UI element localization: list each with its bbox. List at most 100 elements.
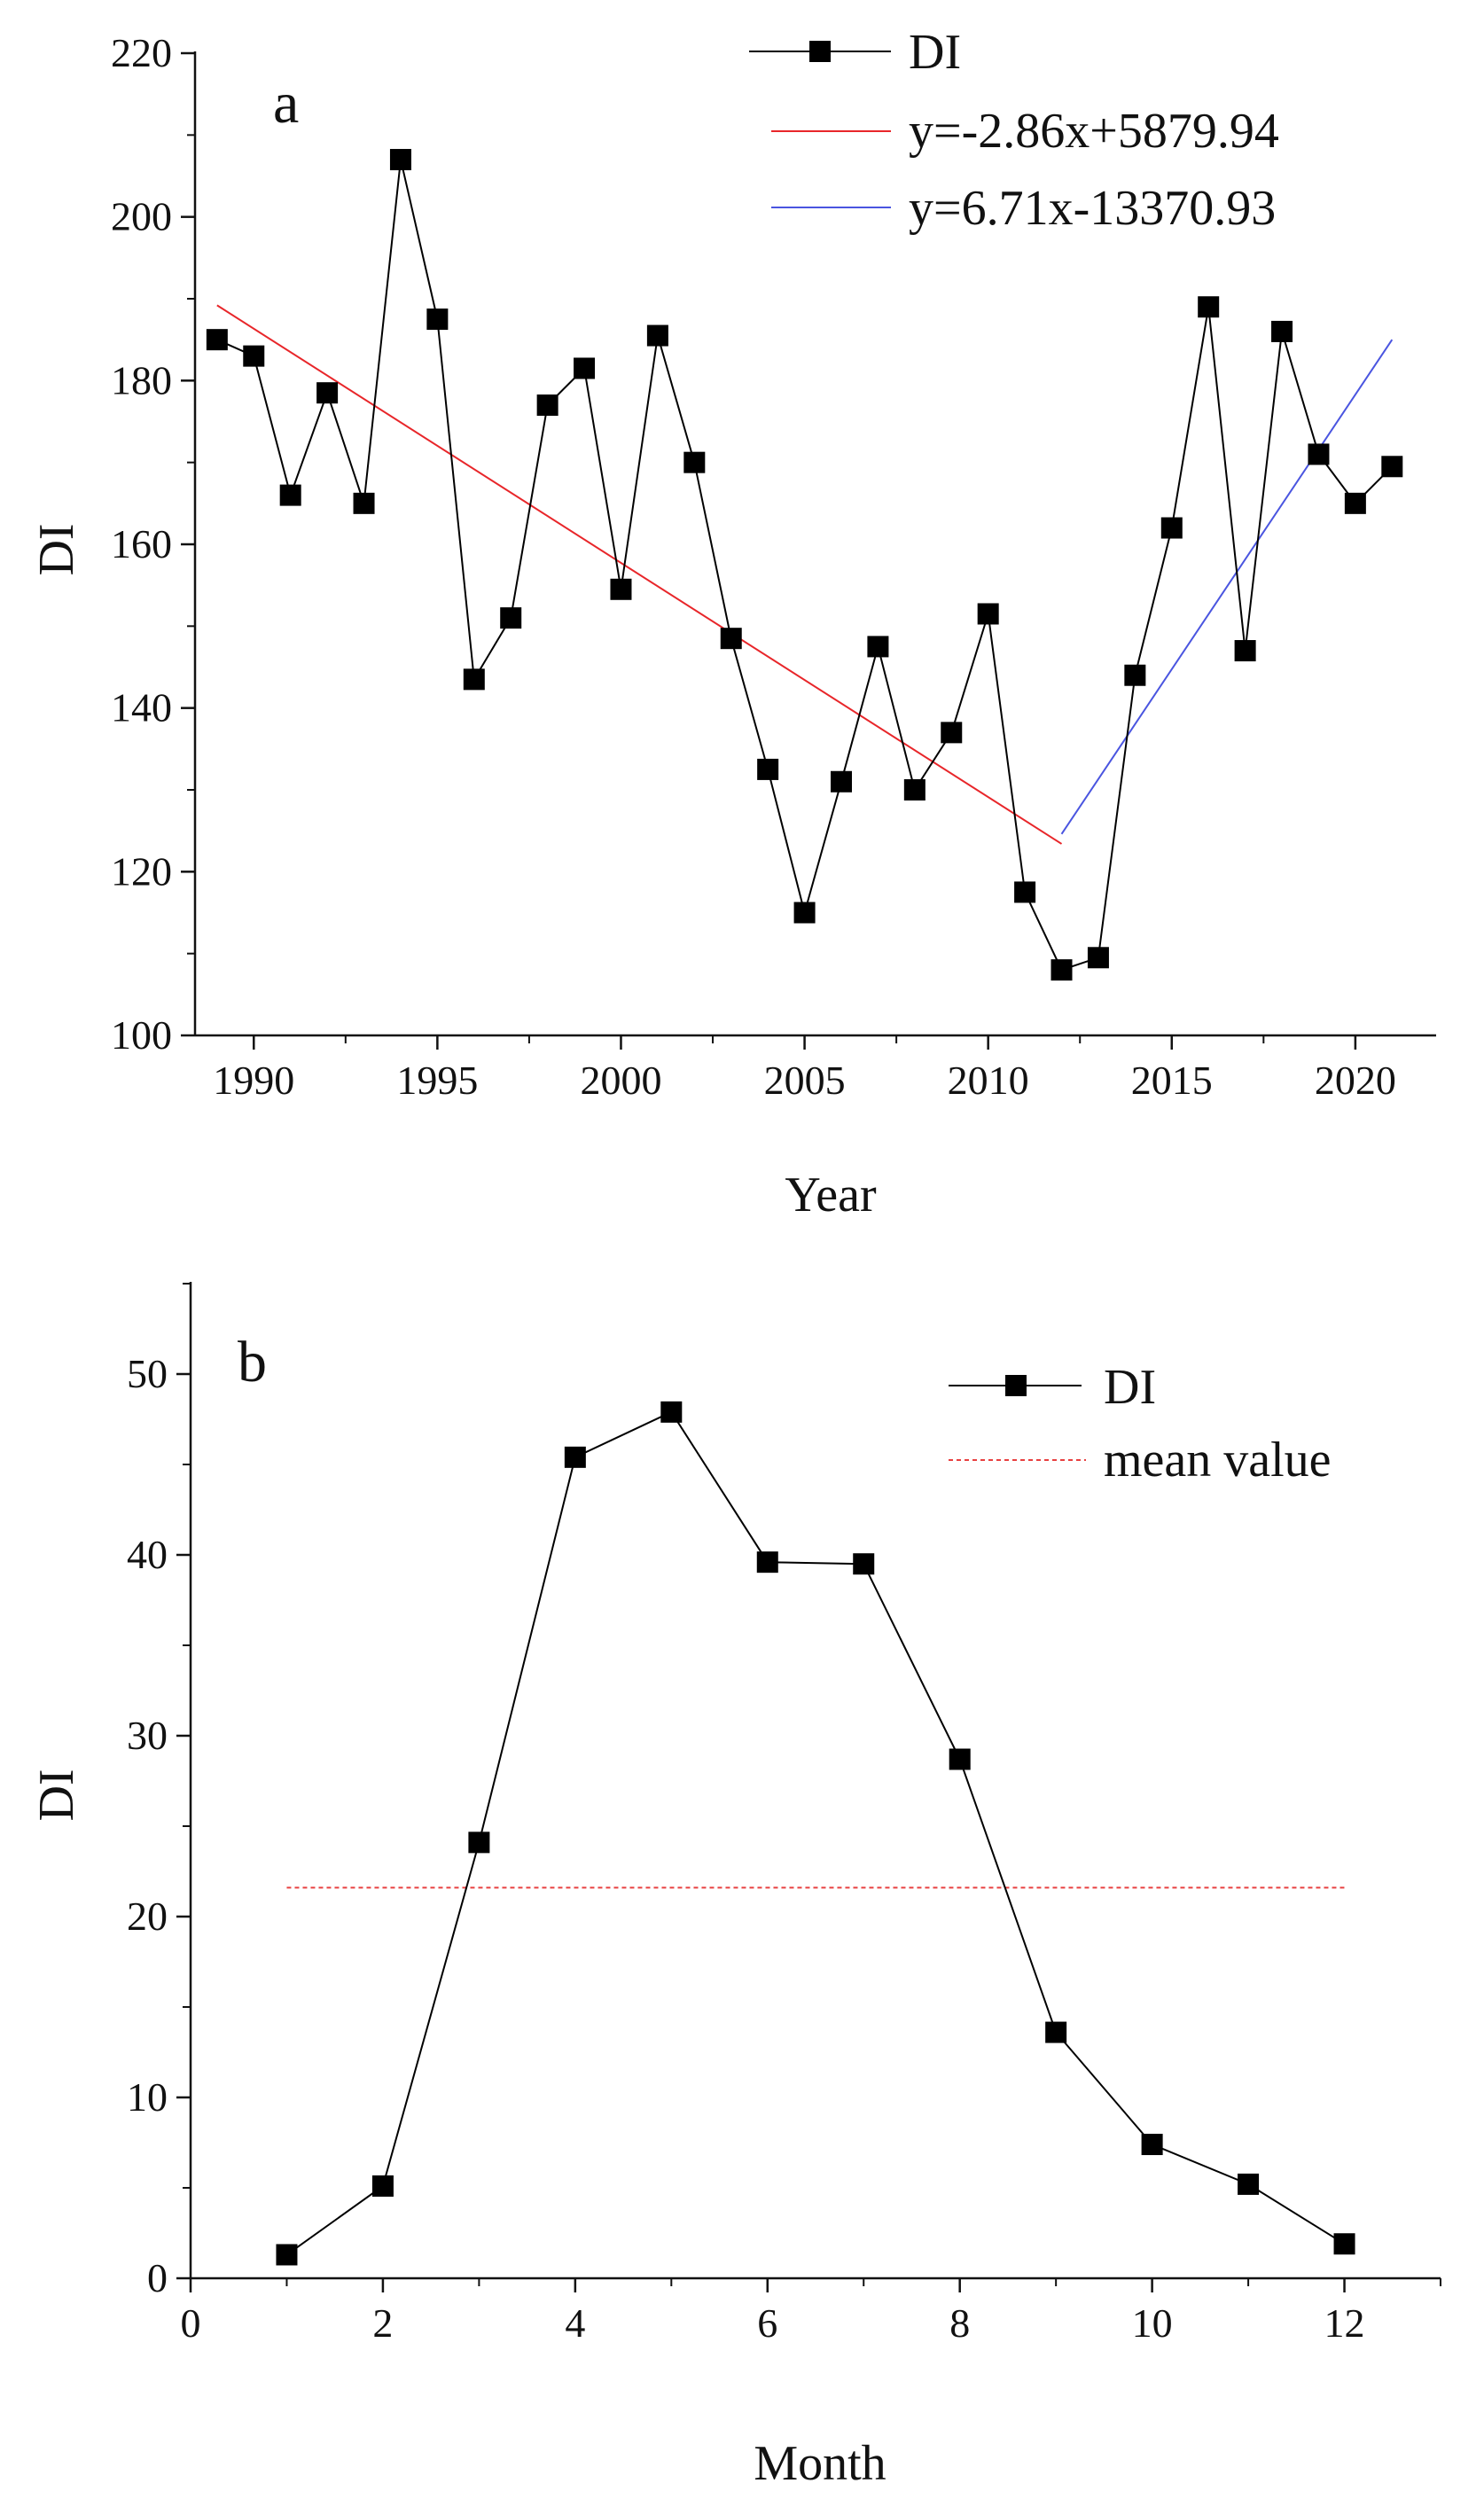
series-line (216, 159, 1394, 972)
y-tick-label: 10 (127, 2074, 168, 2120)
x-tick-label: 1995 (396, 1058, 478, 1103)
axes-frame (189, 1282, 1441, 2280)
x-tick-label: 2005 (764, 1058, 846, 1103)
series-di (276, 1401, 1355, 2266)
y-tick-label: 100 (111, 1012, 172, 1058)
data-point (1333, 2233, 1355, 2255)
y-ticks: 0 10 20 30 40 50 (127, 1283, 191, 2300)
data-point (1051, 959, 1073, 981)
data-point (468, 1831, 490, 1854)
data-point (853, 1553, 875, 1575)
series-di (206, 149, 1403, 981)
data-point (757, 758, 779, 780)
panel-label: b (238, 1330, 267, 1394)
legend: DI mean value (949, 1360, 1332, 1488)
y-tick-label: 220 (111, 30, 172, 75)
data-point (720, 628, 742, 650)
y-tick-label: 120 (111, 848, 172, 894)
legend-di-label: DI (909, 25, 961, 80)
data-point (903, 779, 926, 800)
legend-di-marker (1005, 1375, 1027, 1396)
data-point (867, 636, 889, 658)
x-tick-label: 2015 (1131, 1058, 1213, 1103)
x-axis-title: Month (754, 2436, 886, 2491)
data-point (1141, 2134, 1163, 2156)
legend-di-label: DI (1104, 1360, 1156, 1415)
y-tick-label: 140 (111, 685, 172, 730)
data-point (1160, 517, 1183, 539)
x-tick-label: 2010 (948, 1058, 1029, 1103)
data-point (353, 492, 375, 514)
series-line (285, 1410, 1346, 2256)
chart-panel-a: 100 120 140 160 180 200 220 1990 1995 2000 2005 20… (29, 25, 1436, 1222)
data-point (1344, 492, 1366, 514)
data-point (1381, 456, 1403, 478)
fit-lines (216, 304, 1394, 845)
data-point (1238, 2173, 1260, 2195)
y-ticks: 100 120 140 160 180 200 220 (111, 30, 195, 1058)
legend-fit1-label: y=-2.86x+5879.94 (909, 104, 1279, 159)
data-point (756, 1551, 778, 1574)
data-point (463, 668, 485, 691)
y-tick-label: 160 (111, 521, 172, 566)
y-tick-label: 180 (111, 357, 172, 402)
fit-line-1 (216, 304, 1063, 845)
data-point (1234, 640, 1256, 662)
chart-panel-b: 0 10 20 30 40 50 0 2 4 6 8 10 12 b DI Month DI mean… (29, 1282, 1441, 2491)
data-point (279, 484, 301, 506)
data-point (830, 770, 852, 793)
y-tick-label: 0 (147, 2255, 168, 2300)
data-point (1124, 664, 1146, 686)
legend-mean-label: mean value (1104, 1433, 1332, 1488)
data-point (574, 357, 596, 379)
x-ticks: 0 2 4 6 8 10 12 (181, 2278, 1441, 2346)
x-axis-title: Year (785, 1168, 877, 1222)
x-tick-label: 0 (181, 2300, 201, 2346)
data-point (646, 324, 668, 347)
data-point (1198, 296, 1220, 318)
data-point (1087, 947, 1109, 969)
x-tick-label: 2020 (1315, 1058, 1396, 1103)
data-point (243, 345, 265, 367)
data-point (1045, 2021, 1067, 2043)
x-tick-label: 2 (372, 2300, 393, 2346)
data-point (941, 722, 963, 744)
x-ticks: 1990 1995 2000 2005 2010 2015 2020 (213, 1035, 1396, 1103)
panel-label: a (273, 71, 299, 136)
data-point (1308, 443, 1330, 465)
x-tick-label: 1990 (213, 1058, 294, 1103)
data-point (536, 394, 558, 417)
y-tick-label: 40 (127, 1532, 168, 1577)
legend: DI y=-2.86x+5879.94 y=6.71x-13370.93 (749, 25, 1279, 236)
data-point (206, 329, 228, 351)
x-tick-label: 2000 (580, 1058, 661, 1103)
data-point (660, 1401, 683, 1423)
data-point (610, 578, 632, 600)
data-point (1271, 320, 1293, 342)
x-tick-label: 4 (565, 2300, 585, 2346)
data-point (793, 902, 816, 924)
legend-fit2-label: y=6.71x-13370.93 (909, 181, 1276, 236)
y-tick-label: 20 (127, 1894, 168, 1939)
data-point (1014, 881, 1036, 903)
x-tick-label: 12 (1324, 2300, 1365, 2346)
data-point (426, 308, 449, 331)
data-point (316, 382, 339, 404)
data-point (371, 2175, 394, 2197)
legend-di-marker (809, 41, 831, 62)
x-tick-label: 8 (949, 2300, 970, 2346)
data-point (500, 607, 522, 629)
y-tick-label: 30 (127, 1713, 168, 1758)
x-tick-label: 10 (1132, 2300, 1173, 2346)
data-point (276, 2244, 298, 2266)
y-tick-label: 50 (127, 1351, 168, 1396)
data-point (564, 1446, 586, 1468)
fit-line-2 (1060, 339, 1394, 835)
x-tick-label: 6 (757, 2300, 777, 2346)
data-point (977, 603, 999, 625)
y-axis-title: DI (29, 1769, 84, 1821)
y-axis-title: DI (29, 523, 84, 575)
data-point (683, 451, 706, 473)
data-point (949, 1748, 971, 1770)
